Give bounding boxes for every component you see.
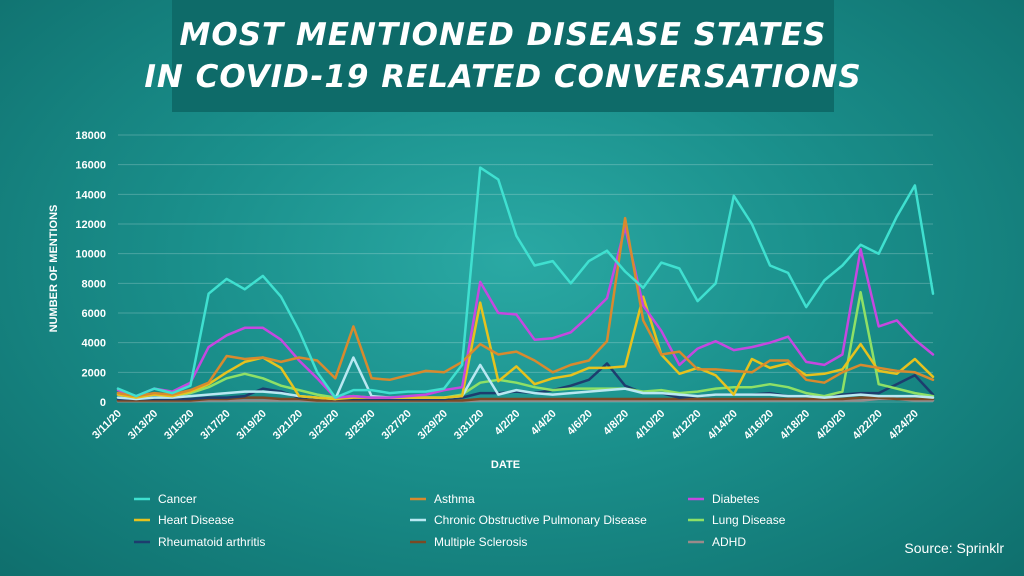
y-tick-label: 14000	[75, 189, 106, 201]
x-tick-label: 4/16/20	[742, 408, 776, 442]
series-line-multiple-sclerosis	[116, 396, 935, 402]
y-tick-label: 10000	[75, 249, 106, 261]
y-tick-label: 2000	[82, 367, 106, 379]
y-tick-label: 8000	[82, 278, 106, 290]
legend-label: Diabetes	[712, 492, 759, 506]
legend-label: Lung Disease	[712, 513, 786, 527]
y-tick-label: 16000	[75, 160, 106, 172]
x-tick-label: 4/12/20	[669, 408, 703, 442]
chart-title-line-1: MOST MENTIONED DISEASE STATES	[179, 17, 827, 53]
legend-label: Multiple Sclerosis	[434, 535, 527, 549]
x-tick-label: 3/11/20	[90, 408, 124, 442]
series-line-asthma	[116, 216, 935, 398]
x-tick-label: 4/24/20	[887, 408, 921, 442]
series-line-lung-disease	[116, 290, 935, 399]
x-tick-label: 3/27/20	[379, 408, 413, 442]
x-tick-label: 3/17/20	[198, 408, 232, 442]
y-axis-label: NUMBER OF MENTIONS	[48, 205, 60, 333]
x-tick-label: 4/20/20	[814, 408, 848, 442]
x-tick-label: 4/4/20	[529, 408, 559, 438]
x-tick-label: 3/19/20	[235, 408, 269, 442]
x-tick-label: 4/8/20	[601, 408, 631, 438]
series-line-diabetes	[116, 225, 935, 399]
series-line-heart-disease	[116, 295, 935, 401]
x-tick-label: 3/13/20	[126, 408, 160, 442]
x-tick-label: 3/25/20	[343, 408, 377, 442]
x-tick-label: 4/10/20	[633, 408, 667, 442]
x-tick-label: 3/21/20	[271, 408, 305, 442]
legend-label: Cancer	[158, 492, 197, 506]
x-tick-label: 4/14/20	[705, 408, 739, 442]
x-tick-label: 4/2/20	[492, 408, 522, 438]
x-tick-label: 4/6/20	[565, 408, 595, 438]
title-banner: MOST MENTIONED DISEASE STATES IN COVID-1…	[144, 0, 861, 112]
series-line-chronic-obstructive-pulmonary-disease	[116, 356, 935, 401]
y-tick-label: 0	[100, 397, 106, 409]
y-tick-label: 12000	[75, 219, 106, 231]
x-tick-label: 3/23/20	[307, 408, 341, 442]
series-line-cancer	[116, 166, 935, 399]
y-tick-label: 4000	[82, 338, 106, 350]
legend-label: Chronic Obstructive Pulmonary Disease	[434, 513, 647, 527]
x-tick-label: 3/29/20	[416, 408, 450, 442]
x-tick-label: 4/22/20	[850, 408, 884, 442]
y-tick-label: 6000	[82, 308, 106, 320]
legend-label: ADHD	[712, 535, 746, 549]
chart-title-line-2: IN COVID-19 RELATED CONVERSATIONS	[144, 59, 862, 95]
y-tick-label: 18000	[75, 130, 106, 142]
x-tick-label: 3/31/20	[452, 408, 486, 442]
x-tick-label: 3/15/20	[162, 408, 196, 442]
x-tick-label: 4/18/20	[778, 408, 812, 442]
legend-label: Asthma	[434, 492, 475, 506]
legend-label: Heart Disease	[158, 513, 234, 527]
series-line-adhd	[116, 397, 935, 403]
x-axis-label: DATE	[491, 459, 520, 471]
source-credit: Source: Sprinklr	[904, 540, 1004, 556]
legend-label: Rheumatoid arthritis	[158, 535, 265, 549]
